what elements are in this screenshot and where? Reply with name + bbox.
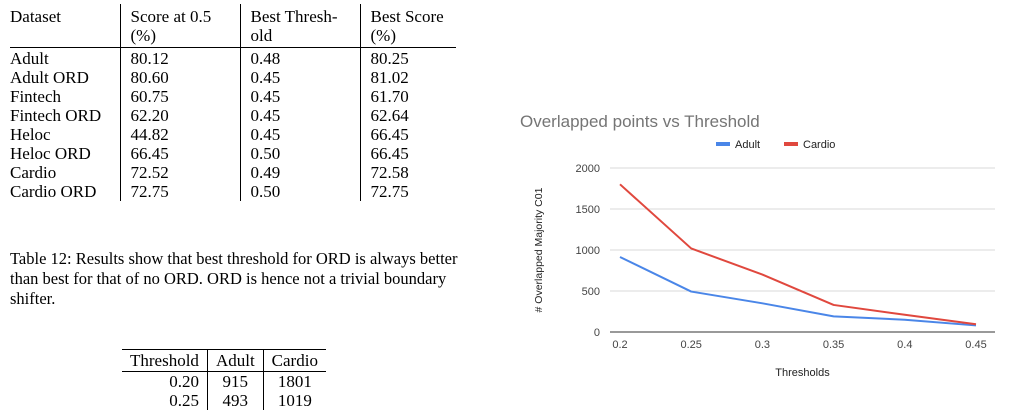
table-cell: 66.45 (359, 125, 456, 144)
table-cell: Fintech (10, 87, 61, 106)
table-row: 0.25 493 1019 (122, 391, 326, 410)
table-cell: 1019 (262, 391, 326, 410)
x-tick-label: 0.45 (965, 339, 986, 351)
table-row: 0.20 915 1801 (122, 371, 326, 391)
legend-label: Cardio (803, 139, 835, 151)
col-header-dataset: Dataset (10, 7, 61, 26)
table-cell: Adult ORD (10, 68, 89, 87)
table-cell: 62.20 (119, 106, 240, 125)
y-tick-label: 0 (594, 327, 600, 339)
legend-label: Adult (735, 139, 760, 151)
table-row: Heloc 44.82 0.45 66.45 (10, 125, 456, 144)
x-tick-label: 0.35 (823, 339, 844, 351)
table-cell: 72.52 (119, 163, 240, 182)
table-header-row: Threshold Adult Cardio (122, 349, 326, 372)
series-line-adult (619, 256, 977, 327)
table-cell: 72.75 (359, 182, 456, 201)
y-tick-label: 1000 (576, 245, 600, 257)
table-cell: Adult (10, 49, 49, 68)
overlap-table: Threshold Adult Cardio 0.20 915 1801 0.25 49… (122, 349, 326, 410)
table-row: Adult 80.12 0.48 80.25 (10, 47, 456, 68)
table-row: Cardio ORD 72.75 0.50 72.75 (10, 182, 456, 201)
series-line-cardio (619, 183, 977, 326)
table-cell: 0.45 (239, 106, 360, 125)
x-tick-label: 0.3 (755, 339, 770, 351)
overlap-line-chart: Overlapped points vs Threshold Adult Cardi… (520, 100, 1011, 414)
table-cell: 0.48 (239, 47, 360, 68)
table-cell: 81.02 (359, 68, 456, 87)
table-cell: 0.50 (239, 144, 360, 163)
y-tick-label: 2000 (576, 163, 600, 175)
table-cell: 66.45 (119, 144, 240, 163)
table-cell: 72.58 (359, 163, 456, 182)
table-row: Adult ORD 80.60 0.45 81.02 (10, 68, 456, 87)
table-cell: 44.82 (119, 125, 240, 144)
table-cell: 66.45 (359, 144, 456, 163)
x-tick-label: 0.25 (680, 339, 701, 351)
table-cell: 80.12 (119, 47, 240, 68)
y-tick-label: 500 (582, 286, 600, 298)
col-header-score-at-05: Score at 0.5 (%) (119, 4, 240, 48)
table-header-row: Dataset Score at 0.5 (%) Best Thresh-old … (10, 4, 456, 48)
col-header-best-score: Best Score (%) (359, 4, 456, 48)
table-cell: Heloc ORD (10, 144, 91, 163)
table-cell: 80.60 (119, 68, 240, 87)
table-cell: 915 (206, 371, 264, 391)
table-caption: Table 12: Results show that best thresho… (10, 249, 458, 308)
table-cell: 0.45 (239, 87, 360, 106)
col-header-cardio: Cardio (262, 349, 326, 372)
col-header-threshold: Threshold (130, 351, 199, 370)
table-row: Heloc ORD 66.45 0.50 66.45 (10, 144, 456, 163)
col-header-best-threshold: Best Thresh-old (239, 4, 360, 48)
chart-canvas: Overlapped points vs Threshold Adult Cardi… (520, 112, 995, 379)
table-cell: Heloc (10, 125, 51, 144)
table-cell: 0.45 (239, 68, 360, 87)
table-cell: 0.45 (239, 125, 360, 144)
table-row: Cardio 72.52 0.49 72.58 (10, 163, 456, 182)
table-cell: 493 (206, 391, 264, 410)
y-axis-label: # Overlapped Majority C01 (533, 187, 545, 312)
table-cell: Cardio ORD (10, 182, 97, 201)
results-table: Dataset Score at 0.5 (%) Best Thresh-old … (10, 4, 456, 201)
table-row: Fintech ORD 62.20 0.45 62.64 (10, 106, 456, 125)
table-cell: 0.49 (239, 163, 360, 182)
table-cell: 80.25 (359, 47, 456, 68)
table-cell: 0.25 (169, 391, 199, 410)
y-tick-label: 1500 (576, 204, 600, 216)
table-cell: 62.64 (359, 106, 456, 125)
table-cell: Cardio (10, 163, 57, 182)
table-cell: 0.50 (239, 182, 360, 201)
x-tick-label: 0.2 (612, 339, 627, 351)
table-cell: 1801 (262, 371, 326, 391)
table-cell: 60.75 (119, 87, 240, 106)
x-axis-label: Thresholds (775, 367, 830, 379)
table-row: Fintech 60.75 0.45 61.70 (10, 87, 456, 106)
table-cell: 61.70 (359, 87, 456, 106)
table-cell: 72.75 (119, 182, 240, 201)
x-tick-label: 0.4 (897, 339, 912, 351)
table-cell: 0.20 (169, 372, 199, 391)
chart-title: Overlapped points vs Threshold (520, 112, 760, 131)
table-cell: Fintech ORD (10, 106, 102, 125)
col-header-adult: Adult (206, 349, 264, 372)
